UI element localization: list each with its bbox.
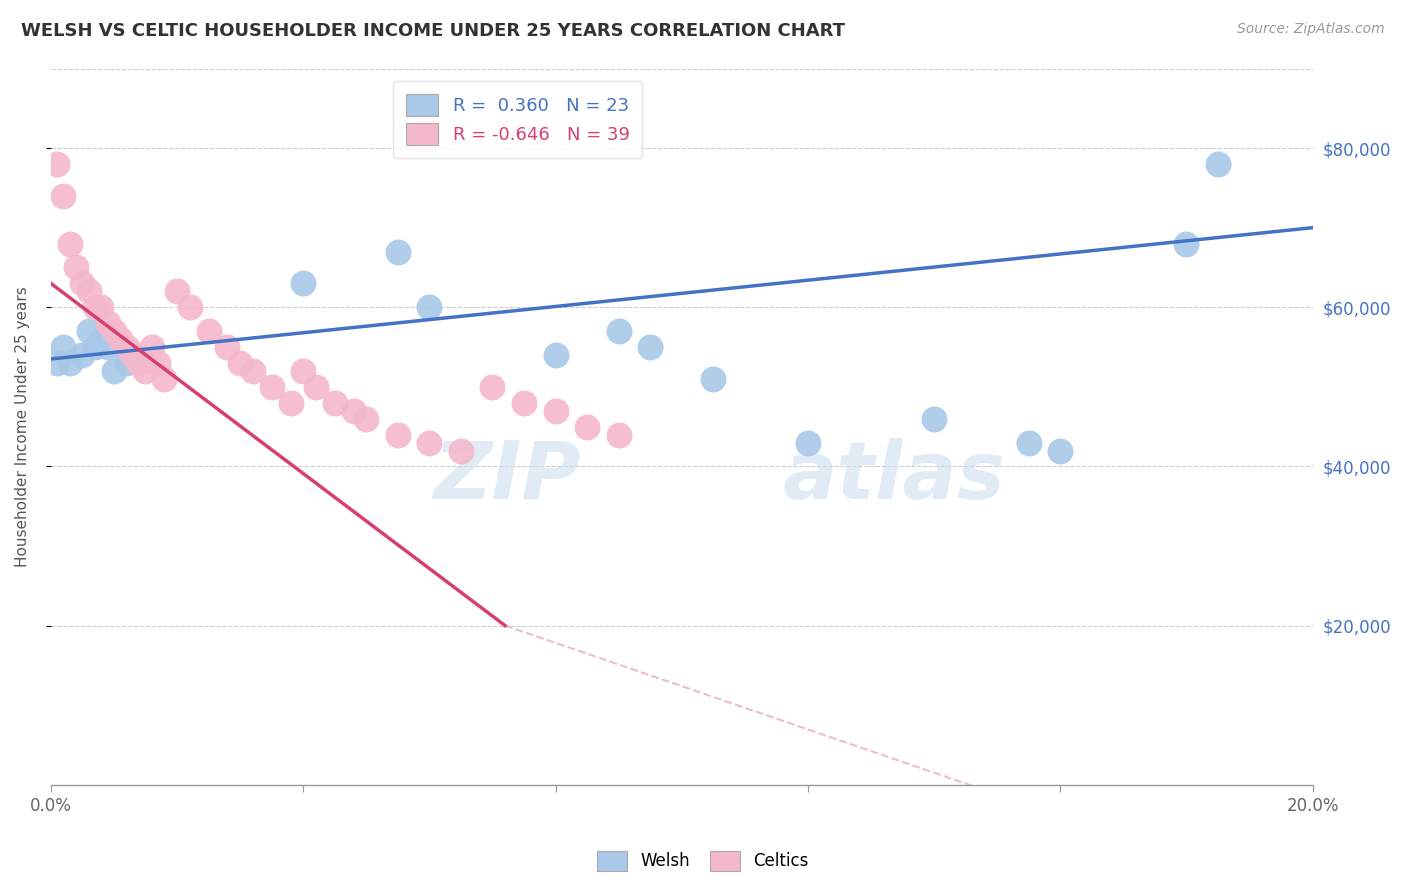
Point xyxy=(90,300,112,314)
Point xyxy=(52,189,75,203)
Legend: Welsh, Celtics: Welsh, Celtics xyxy=(589,842,817,880)
Point xyxy=(197,324,219,338)
Point xyxy=(638,340,661,354)
Point xyxy=(343,403,366,417)
Point xyxy=(146,356,169,370)
Point xyxy=(305,380,328,394)
Point xyxy=(141,340,163,354)
Point xyxy=(922,411,945,425)
Text: WELSH VS CELTIC HOUSEHOLDER INCOME UNDER 25 YEARS CORRELATION CHART: WELSH VS CELTIC HOUSEHOLDER INCOME UNDER… xyxy=(21,22,845,40)
Point xyxy=(418,300,440,314)
Point xyxy=(607,427,630,442)
Point xyxy=(84,340,107,354)
Point xyxy=(418,435,440,450)
Point xyxy=(260,380,283,394)
Point xyxy=(607,324,630,338)
Point xyxy=(797,435,820,450)
Point xyxy=(115,356,138,370)
Text: ZIP: ZIP xyxy=(433,438,581,516)
Point xyxy=(702,372,724,386)
Point xyxy=(65,260,87,275)
Point xyxy=(323,396,346,410)
Point xyxy=(77,285,100,299)
Point xyxy=(110,332,132,346)
Point xyxy=(52,340,75,354)
Point xyxy=(77,324,100,338)
Point xyxy=(59,236,82,251)
Point xyxy=(544,403,567,417)
Point xyxy=(481,380,503,394)
Point xyxy=(1206,157,1229,171)
Point xyxy=(97,316,120,330)
Point xyxy=(153,372,176,386)
Point xyxy=(280,396,302,410)
Point xyxy=(46,157,69,171)
Point xyxy=(576,419,599,434)
Point xyxy=(166,285,188,299)
Text: Source: ZipAtlas.com: Source: ZipAtlas.com xyxy=(1237,22,1385,37)
Point xyxy=(90,332,112,346)
Point xyxy=(97,340,120,354)
Point xyxy=(179,300,201,314)
Point xyxy=(115,340,138,354)
Point xyxy=(356,411,378,425)
Point xyxy=(72,348,94,362)
Text: atlas: atlas xyxy=(783,438,1005,516)
Point xyxy=(134,364,156,378)
Point xyxy=(1175,236,1198,251)
Point xyxy=(242,364,264,378)
Y-axis label: Householder Income Under 25 years: Householder Income Under 25 years xyxy=(15,286,30,567)
Point xyxy=(450,443,472,458)
Point xyxy=(128,356,150,370)
Point xyxy=(72,277,94,291)
Point xyxy=(103,364,125,378)
Point xyxy=(84,300,107,314)
Point xyxy=(229,356,252,370)
Point xyxy=(46,356,69,370)
Point xyxy=(217,340,239,354)
Point xyxy=(292,364,315,378)
Point xyxy=(1018,435,1040,450)
Point xyxy=(544,348,567,362)
Legend: R =  0.360   N = 23, R = -0.646   N = 39: R = 0.360 N = 23, R = -0.646 N = 39 xyxy=(394,81,643,158)
Point xyxy=(292,277,315,291)
Point xyxy=(387,244,409,259)
Point xyxy=(387,427,409,442)
Point xyxy=(121,348,143,362)
Point xyxy=(103,324,125,338)
Point xyxy=(59,356,82,370)
Point xyxy=(1049,443,1071,458)
Point xyxy=(513,396,536,410)
